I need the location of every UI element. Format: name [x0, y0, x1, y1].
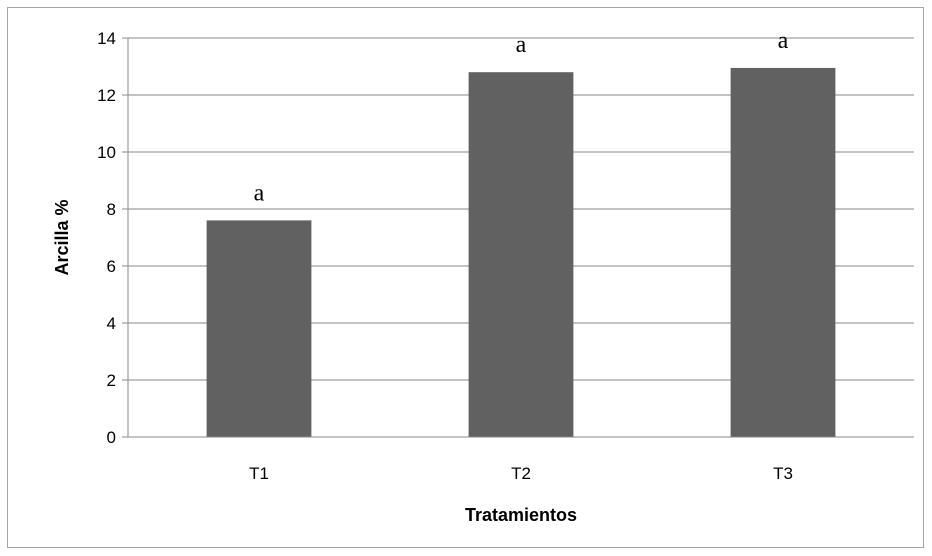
y-tick-label: 12 [97, 86, 116, 105]
x-tick-labels: T1 T2 T3 [249, 464, 793, 483]
x-tick-label: T1 [249, 464, 269, 483]
x-tick-label: T2 [511, 464, 531, 483]
y-tick-labels: 0 2 4 6 8 10 12 14 [97, 29, 116, 447]
y-tick-label: 0 [107, 428, 116, 447]
y-axis-title: Arcilla % [52, 199, 72, 275]
bar-annotations: a a a [254, 28, 789, 206]
x-axis-title: Tratamientos [465, 505, 577, 525]
bar-annotation: a [254, 180, 265, 206]
bar-t2 [468, 72, 574, 437]
bar-annotation: a [778, 28, 789, 54]
y-tick-label: 6 [107, 257, 116, 276]
y-tick-label: 8 [107, 200, 116, 219]
bars [206, 67, 836, 438]
bar-t1 [206, 220, 312, 437]
bar-annotation: a [516, 32, 527, 58]
bar-t3 [730, 67, 836, 438]
y-tick-label: 10 [97, 143, 116, 162]
y-tick-label: 14 [97, 29, 116, 48]
y-tick-label: 2 [107, 371, 116, 390]
x-tick-label: T3 [773, 464, 793, 483]
y-tick-label: 4 [107, 314, 116, 333]
